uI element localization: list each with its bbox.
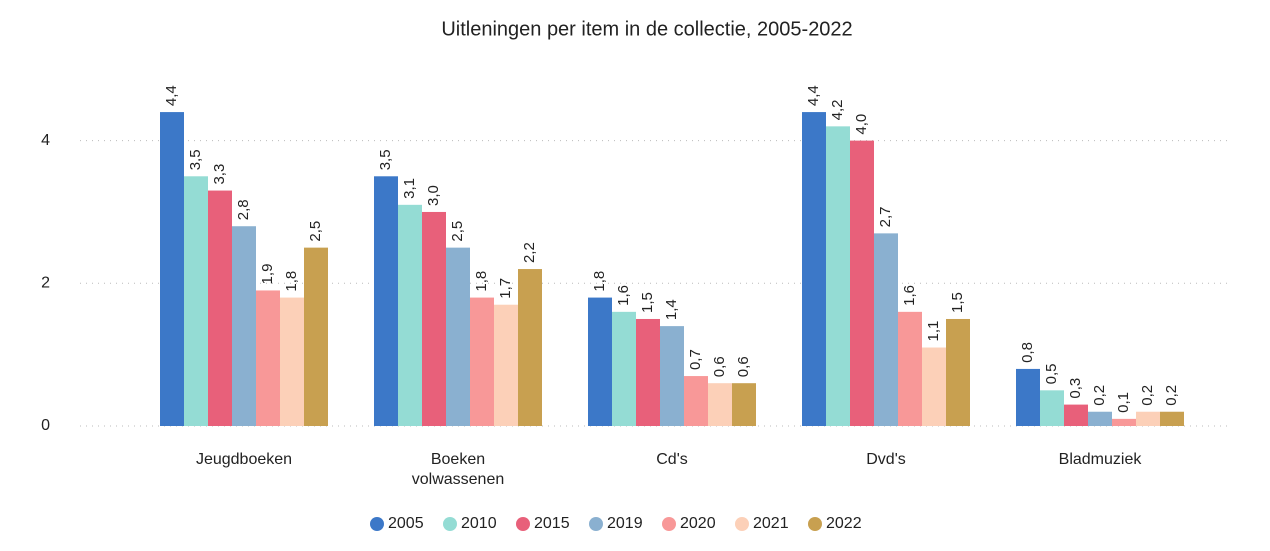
value-label: 1,5 <box>639 292 656 313</box>
legend-marker <box>589 517 603 531</box>
bar <box>422 211 446 426</box>
value-label: 1,6 <box>901 285 918 306</box>
bar <box>232 226 256 426</box>
value-label: 3,3 <box>211 164 228 185</box>
bar <box>732 383 756 426</box>
bar <box>802 112 826 427</box>
bar <box>1016 368 1040 426</box>
value-label: 2,5 <box>449 221 466 242</box>
legend-marker <box>735 517 749 531</box>
x-tick-label: Dvd's <box>866 451 906 468</box>
bar <box>660 326 684 426</box>
bar <box>398 204 422 426</box>
y-tick-label: 4 <box>41 132 50 149</box>
value-label: 0,1 <box>1115 392 1132 413</box>
bar <box>1088 411 1112 426</box>
legend-label: 2010 <box>461 515 497 532</box>
legend-label: 2021 <box>753 515 789 532</box>
value-label: 4,4 <box>163 85 180 106</box>
bar <box>1112 418 1136 426</box>
bar <box>708 383 732 426</box>
value-label: 0,2 <box>1091 385 1108 406</box>
value-label: 0,2 <box>1139 385 1156 406</box>
value-label: 2,5 <box>307 221 324 242</box>
bar <box>898 311 922 426</box>
bar <box>1064 404 1088 426</box>
value-label: 1,8 <box>283 271 300 292</box>
value-label: 0,7 <box>687 349 704 370</box>
bar <box>184 176 208 426</box>
legend-label: 2019 <box>607 515 643 532</box>
bar <box>922 347 946 426</box>
bar <box>946 318 970 426</box>
value-label: 2,2 <box>521 242 538 263</box>
value-label: 3,0 <box>425 185 442 206</box>
legend-marker <box>662 517 676 531</box>
bar <box>874 233 898 426</box>
bar <box>280 297 304 426</box>
legend-label: 2020 <box>680 515 716 532</box>
bar <box>1160 411 1184 426</box>
value-label: 0,6 <box>711 356 728 377</box>
y-tick-label: 0 <box>41 417 50 434</box>
bar <box>684 376 708 426</box>
value-label: 0,8 <box>1019 342 1036 363</box>
value-label: 0,6 <box>735 356 752 377</box>
legend-label: 2022 <box>826 515 862 532</box>
bar <box>588 297 612 426</box>
value-label: 1,5 <box>949 292 966 313</box>
value-label: 3,1 <box>401 178 418 199</box>
bar <box>1040 390 1064 426</box>
value-label: 1,8 <box>473 271 490 292</box>
value-label: 4,0 <box>853 114 870 135</box>
bar <box>518 269 542 426</box>
bar <box>636 318 660 426</box>
bar <box>160 112 184 427</box>
value-label: 0,3 <box>1067 378 1084 399</box>
value-label: 4,4 <box>805 85 822 106</box>
value-label: 0,2 <box>1163 385 1180 406</box>
value-label: 3,5 <box>187 149 204 170</box>
bar <box>446 247 470 426</box>
bar <box>256 290 280 426</box>
y-tick-label: 2 <box>41 275 50 292</box>
value-label: 1,1 <box>925 321 942 342</box>
bar <box>494 304 518 426</box>
bar <box>374 176 398 426</box>
legend-marker <box>808 517 822 531</box>
legend-marker <box>370 517 384 531</box>
value-label: 1,6 <box>615 285 632 306</box>
value-label: 1,9 <box>259 264 276 285</box>
bar <box>470 297 494 426</box>
x-tick-label: Jeugdboeken <box>195 451 293 468</box>
x-tick-label: Cd's <box>656 451 688 468</box>
legend-label: 2005 <box>388 515 424 532</box>
value-label: 0,5 <box>1043 363 1060 384</box>
x-tick-label: Boeken volwassenen <box>411 451 505 488</box>
value-label: 1,7 <box>497 278 514 299</box>
legend-marker <box>516 517 530 531</box>
value-label: 2,7 <box>877 207 894 228</box>
value-label: 2,8 <box>235 199 252 220</box>
value-label: 4,2 <box>829 99 846 120</box>
value-label: 1,4 <box>663 299 680 320</box>
bar <box>208 190 232 426</box>
bar <box>304 247 328 426</box>
value-label: 3,5 <box>377 149 394 170</box>
legend-marker <box>443 517 457 531</box>
bar <box>850 140 874 426</box>
chart-title: Uitleningen per item in de collectie, 20… <box>441 18 852 40</box>
bar <box>826 126 850 426</box>
value-label: 1,8 <box>591 271 608 292</box>
x-tick-label: Bladmuziek <box>1058 451 1142 468</box>
bar <box>1136 411 1160 426</box>
bar <box>612 311 636 426</box>
legend-label: 2015 <box>534 515 570 532</box>
